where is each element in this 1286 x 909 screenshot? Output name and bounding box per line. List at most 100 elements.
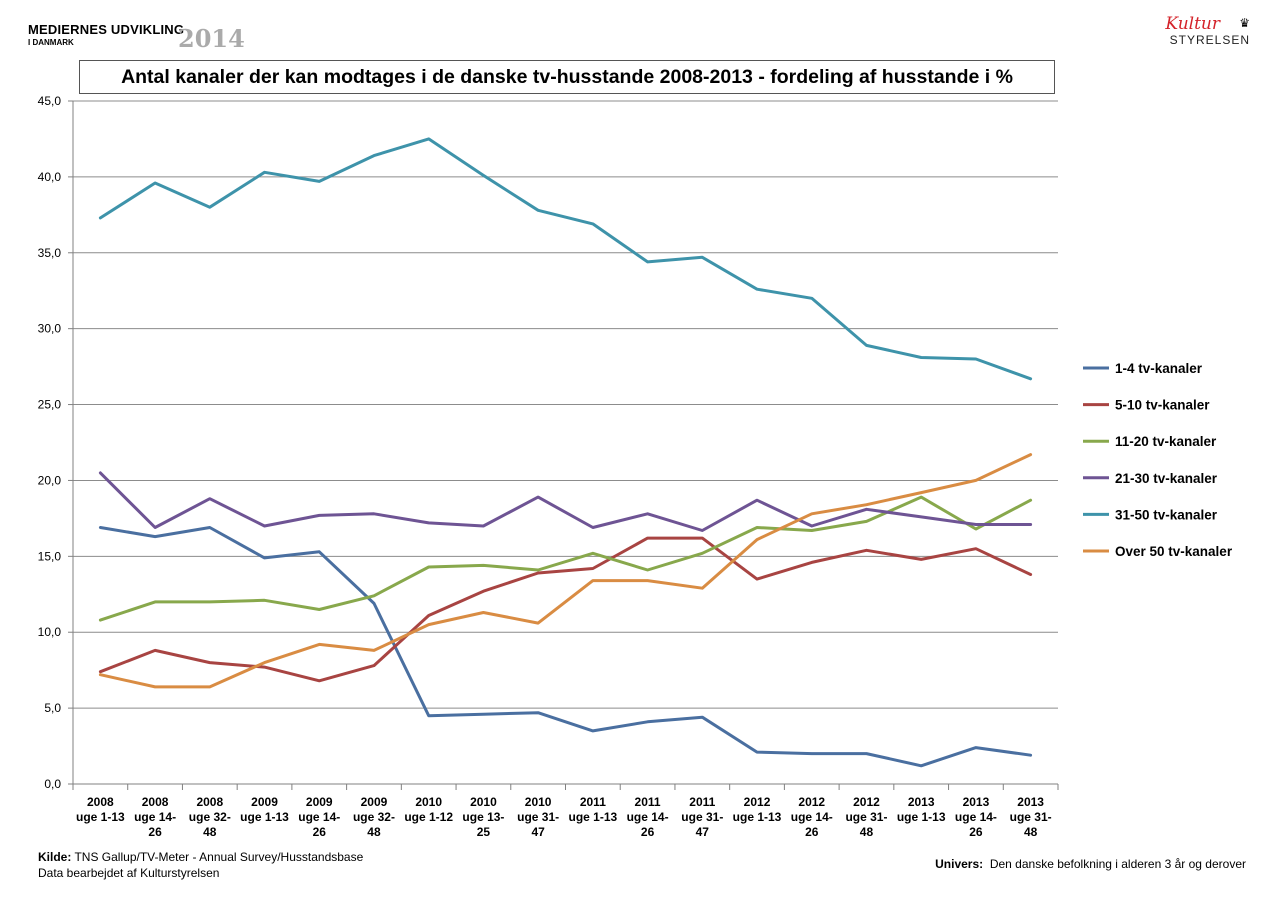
x-tick-label-line: 2013 <box>1017 795 1044 809</box>
y-tick-label: 25,0 <box>38 398 62 412</box>
x-tick-label-line: 2012 <box>853 795 880 809</box>
brand-block: MEDIERNES UDVIKLING I DANMARK <box>28 22 184 47</box>
x-tick-label: 2013 uge 31-48 <box>1010 795 1052 839</box>
crown-icon: ♛ <box>1239 16 1250 30</box>
chart-title: Antal kanaler der kan modtages i de dans… <box>79 60 1055 94</box>
source-note: Kilde: TNS Gallup/TV-Meter - Annual Surv… <box>38 849 363 881</box>
x-tick-label: 2011 uge 14-26 <box>627 795 669 839</box>
universe-note: Univers: Den danske befolkning i alderen… <box>935 857 1246 871</box>
x-tick-label-line: uge 31- <box>845 810 887 824</box>
x-tick-label: 2010 uge 1-12 <box>404 795 453 824</box>
y-tick-label: 35,0 <box>38 246 62 260</box>
legend-label: 31-50 tv-kanaler <box>1115 507 1218 522</box>
legend-label: Over 50 tv-kanaler <box>1115 544 1233 559</box>
x-tick-label-line: uge 31- <box>1010 810 1052 824</box>
x-tick-label-line: 48 <box>860 825 874 839</box>
x-tick-label: 2013 uge 14-26 <box>955 795 997 839</box>
y-tick-label: 10,0 <box>38 625 62 639</box>
x-tick-label-line: 2009 <box>251 795 278 809</box>
x-tick-label-line: 47 <box>531 825 545 839</box>
x-tick-label-line: uge 14- <box>134 810 176 824</box>
x-tick-label-line: 2012 <box>744 795 771 809</box>
x-tick-label: 2012 uge 1-13 <box>733 795 782 824</box>
x-tick-label-line: 2008 <box>196 795 223 809</box>
x-tick-label-line: uge 1-12 <box>404 810 453 824</box>
x-tick-label: 2008 uge 1-13 <box>76 795 125 824</box>
x-tick-label-line: 2011 <box>689 795 715 809</box>
x-tick-label-line: 26 <box>969 825 983 839</box>
x-tick-label-line: uge 1-13 <box>569 810 618 824</box>
x-tick-label: 2009 uge 32-48 <box>353 795 395 839</box>
x-tick-label-line: 2012 <box>798 795 825 809</box>
y-tick-label: 0,0 <box>44 777 61 791</box>
logo-script: Kultur <box>1165 14 1220 34</box>
x-tick-label-line: 2008 <box>142 795 169 809</box>
univers-text: Den danske befolkning i alderen 3 år og … <box>989 857 1246 871</box>
x-tick-label: 2009 uge 1-13 <box>240 795 289 824</box>
x-tick-label-line: uge 14- <box>955 810 997 824</box>
y-tick-label: 40,0 <box>38 170 62 184</box>
x-tick-label-line: uge 14- <box>298 810 340 824</box>
x-tick-label-line: uge 1-13 <box>897 810 946 824</box>
series-line <box>98 495 1033 622</box>
series-line <box>98 453 1033 689</box>
x-tick-label-line: 2011 <box>635 795 661 809</box>
x-tick-label-line: uge 14- <box>791 810 833 824</box>
legend-label: 11-20 tv-kanaler <box>1115 434 1217 449</box>
x-tick-label-line: uge 32- <box>353 810 395 824</box>
legend-label: 1-4 tv-kanaler <box>1115 361 1203 376</box>
x-tick-label-line: uge 32- <box>189 810 231 824</box>
x-tick-label-line: 2010 <box>470 795 497 809</box>
x-tick-label-line: uge 31- <box>517 810 559 824</box>
x-tick-label-line: 2008 <box>87 795 114 809</box>
y-tick-label: 20,0 <box>38 473 62 487</box>
brand-year: 2014 <box>178 24 245 53</box>
x-tick-label-line: 48 <box>367 825 381 839</box>
series-line <box>98 526 1033 768</box>
y-tick-label: 30,0 <box>38 322 62 336</box>
y-tick-label: 45,0 <box>38 94 62 108</box>
x-tick-label-line: 2011 <box>580 795 606 809</box>
x-tick-label: 2010 uge 31-47 <box>517 795 559 839</box>
brand-subtitle: I DANMARK <box>28 38 74 47</box>
brand-title: MEDIERNES UDVIKLING <box>28 22 185 37</box>
x-tick-label-line: 2013 <box>908 795 935 809</box>
x-tick-label-line: 2013 <box>963 795 990 809</box>
series-line <box>98 137 1033 381</box>
source-label: Kilde: <box>38 850 72 864</box>
x-tick-label: 2012 uge 31-48 <box>845 795 887 839</box>
source-text: TNS Gallup/TV-Meter - Annual Survey/Huss… <box>74 850 364 864</box>
processed-note: Data bearbejdet af Kulturstyrelsen <box>38 866 220 880</box>
x-tick-label-line: 2009 <box>361 795 388 809</box>
x-tick-label-line: 26 <box>313 825 327 839</box>
logo-text: STYRELSEN <box>1169 33 1250 47</box>
x-tick-label-line: uge 14- <box>627 810 669 824</box>
legend-label: 5-10 tv-kanaler <box>1115 398 1210 413</box>
x-tick-label-line: uge 1-13 <box>240 810 289 824</box>
series-line <box>98 536 1033 683</box>
legend-label: 21-30 tv-kanaler <box>1115 471 1218 486</box>
x-tick-label-line: 26 <box>641 825 655 839</box>
x-tick-label: 2009 uge 14-26 <box>298 795 340 839</box>
y-tick-label: 5,0 <box>44 701 61 715</box>
x-tick-label: 2013 uge 1-13 <box>897 795 946 824</box>
x-tick-label-line: uge 31- <box>681 810 723 824</box>
x-tick-label-line: 2010 <box>525 795 552 809</box>
x-tick-label-line: 25 <box>477 825 491 839</box>
univers-label: Univers: <box>935 857 984 871</box>
x-tick-label: 2010 uge 13-25 <box>462 795 504 839</box>
x-tick-label-line: 26 <box>805 825 819 839</box>
x-tick-label: 2008 uge 32-48 <box>189 795 231 839</box>
x-tick-label-line: 2009 <box>306 795 333 809</box>
x-tick-label-line: 47 <box>696 825 710 839</box>
x-tick-label-line: 26 <box>148 825 162 839</box>
y-tick-label: 15,0 <box>38 549 62 563</box>
x-tick-label: 2011 uge 1-13 <box>569 795 618 824</box>
x-tick-label-line: 2010 <box>415 795 442 809</box>
x-tick-label: 2008 uge 14-26 <box>134 795 176 839</box>
x-tick-label: 2011 uge 31-47 <box>681 795 723 839</box>
kulturstyrelsen-logo: Kultur ♛ STYRELSEN <box>1165 14 1250 48</box>
x-tick-label-line: 48 <box>1024 825 1038 839</box>
x-tick-label-line: uge 1-13 <box>76 810 125 824</box>
